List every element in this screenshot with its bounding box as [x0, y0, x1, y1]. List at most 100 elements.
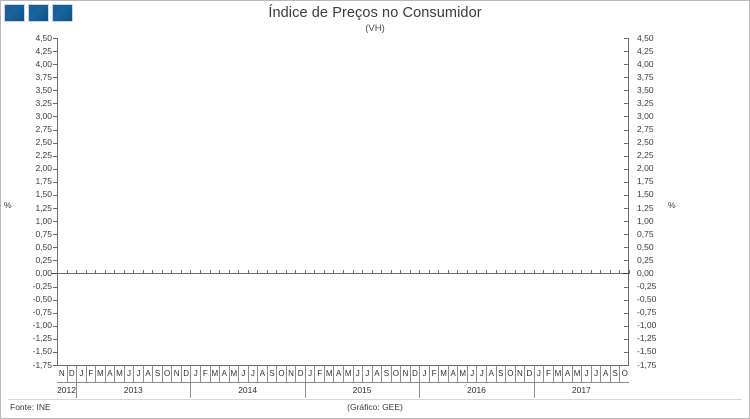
- y-tick-label-left: 3,00: [35, 110, 52, 121]
- y-tick-label-right: 3,25: [637, 97, 654, 108]
- y-axis-tick: [53, 103, 58, 104]
- x-axis-month-label: A: [371, 365, 382, 382]
- x-axis-month-label: A: [219, 365, 229, 382]
- x-axis-month-label: A: [104, 365, 115, 382]
- y-axis-tick: [53, 287, 58, 288]
- x-axis-tick: [67, 270, 68, 274]
- x-axis-tick: [324, 270, 325, 274]
- x-axis-tick: [200, 270, 201, 274]
- x-axis-month-label: J: [247, 365, 258, 382]
- y-axis-tick: [53, 156, 58, 157]
- y-tick-label-left: 1,50: [35, 189, 52, 200]
- y-tick-label-right: 1,00: [637, 215, 654, 226]
- y-axis-tick: [624, 287, 629, 288]
- y-tick-label-left: 4,25: [35, 45, 52, 56]
- x-axis-tick: [171, 270, 172, 274]
- x-axis-tick: [267, 270, 268, 274]
- x-axis-year-label: 2015: [352, 385, 372, 395]
- y-tick-label-left: 4,50: [35, 32, 52, 43]
- x-axis-tick: [181, 270, 182, 274]
- x-axis-tick: [86, 270, 87, 274]
- x-axis-tick: [410, 270, 411, 274]
- x-axis-month-label: J: [304, 365, 315, 382]
- y-axis-tick: [53, 326, 58, 327]
- y-tick-label-left: 0,50: [35, 241, 52, 252]
- x-axis-tick: [581, 270, 582, 274]
- x-axis-month-label: S: [381, 365, 391, 382]
- y-tick-label-left: 4,00: [35, 58, 52, 69]
- y-axis-tick: [624, 90, 629, 91]
- y-axis-tick: [53, 143, 58, 144]
- x-axis-month-label: A: [486, 365, 496, 382]
- x-axis-year-label: 2016: [467, 385, 486, 395]
- y-axis-labels-right: 4,50 4,25 4,00 3,75 3,50 3,25 3,00 2,75 2,50 2,25…: [637, 33, 677, 370]
- x-axis-month-label: M: [343, 365, 353, 382]
- x-axis-tick: [295, 270, 296, 274]
- x-axis-month-label: A: [333, 365, 343, 382]
- y-tick-label-right: -1,00: [637, 320, 657, 331]
- y-tick-label-left: 1,00: [35, 215, 52, 226]
- x-axis-tick: [124, 270, 125, 274]
- y-axis-tick: [53, 116, 58, 117]
- x-axis-month-label: M: [457, 365, 467, 382]
- y-axis-tick: [624, 182, 629, 183]
- y-tick-label-right: -1,75: [637, 359, 657, 370]
- logo-three-squares: [4, 4, 73, 22]
- x-axis-tick: [105, 270, 106, 274]
- y-axis-line-right: [628, 38, 629, 365]
- y-tick-label-left: 0,00: [35, 267, 52, 278]
- x-axis-tick: [448, 270, 449, 274]
- y-axis-tick: [624, 260, 629, 261]
- x-axis-year-separator: [76, 383, 78, 398]
- x-axis-month-label: O: [619, 365, 629, 382]
- x-axis-month-label: D: [524, 365, 534, 382]
- x-axis-month-label: J: [362, 365, 372, 382]
- x-axis-tick: [57, 270, 58, 274]
- x-axis-month-label: F: [314, 365, 324, 382]
- x-axis-tick: [505, 270, 506, 274]
- y-tick-label-right: 2,25: [637, 150, 654, 161]
- x-axis-month-label: O: [161, 365, 172, 382]
- y-axis-tick: [623, 273, 629, 274]
- x-axis-month-label: O: [276, 365, 286, 382]
- y-axis-tick: [624, 352, 629, 353]
- y-tick-label-right: 1,25: [637, 202, 654, 213]
- x-axis-year-separator: [419, 383, 421, 398]
- logo-square-1: [4, 4, 25, 22]
- y-tick-label-left: 2,25: [35, 150, 52, 161]
- y-tick-label-right: 0,50: [637, 241, 654, 252]
- y-tick-label-right: 1,75: [637, 176, 654, 187]
- x-axis-month-label: J: [352, 365, 363, 382]
- y-axis-tick: [53, 234, 58, 235]
- y-tick-label-right: 3,75: [637, 71, 654, 82]
- x-axis-month-label: J: [581, 365, 591, 382]
- x-axis-month-label: J: [590, 365, 601, 382]
- x-axis-month-label: S: [152, 365, 162, 382]
- y-axis-tick: [53, 182, 58, 183]
- y-tick-label-left: -1,25: [32, 333, 52, 344]
- x-axis-tick: [353, 270, 354, 274]
- x-axis-tick: [114, 270, 115, 274]
- x-axis-tick: [343, 270, 344, 274]
- x-axis-month-label: J: [238, 365, 248, 382]
- y-axis-tick: [624, 208, 629, 209]
- y-axis-tick: [624, 300, 629, 301]
- y-tick-label-left: -1,75: [32, 359, 52, 370]
- x-axis-tick: [524, 270, 525, 274]
- y-axis-tick: [624, 38, 629, 39]
- x-axis-year-separator: [304, 383, 306, 398]
- x-axis-month-label: F: [543, 365, 553, 382]
- x-axis-tick: [543, 270, 544, 274]
- chart-subtitle: (VH): [365, 23, 385, 34]
- y-axis-tick: [52, 273, 58, 274]
- x-axis-month-label: N: [171, 365, 181, 382]
- x-axis-tick: [229, 270, 230, 274]
- x-axis-tick: [534, 270, 535, 274]
- x-axis-tick: [190, 270, 191, 274]
- y-tick-label-right: 0,75: [637, 228, 654, 239]
- x-axis-month-label: F: [428, 365, 439, 382]
- x-axis-year-label: 2017: [571, 385, 591, 395]
- y-tick-label-left: 2,00: [35, 163, 52, 174]
- x-axis-bottom-rule: [57, 382, 629, 383]
- x-axis-month-label: M: [209, 365, 220, 382]
